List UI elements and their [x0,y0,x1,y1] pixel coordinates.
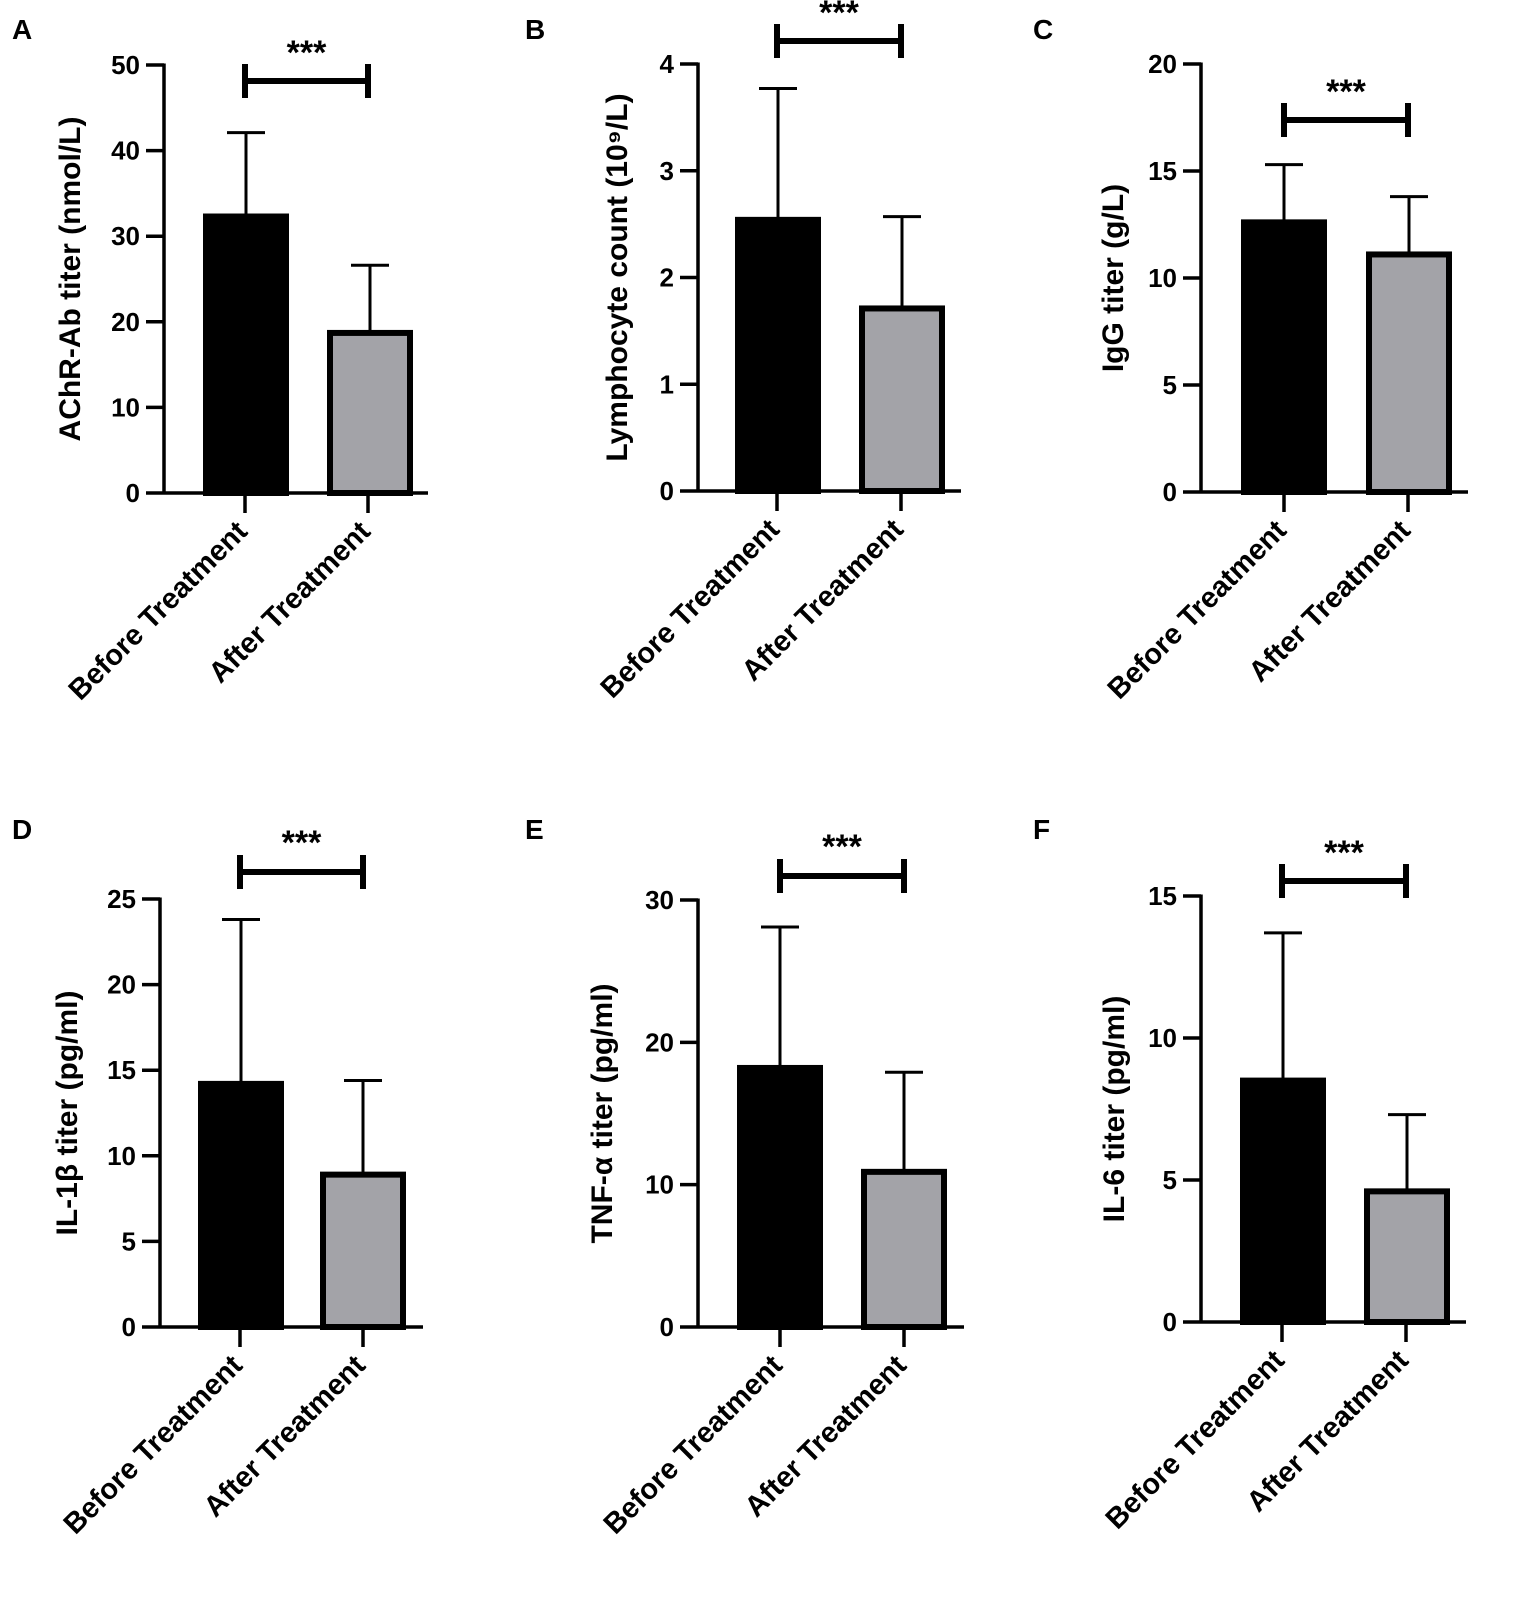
panel-letter: B [525,14,545,45]
y-axis-title: AChR-Ab titer (nmol/L) [54,117,87,442]
significance-label: *** [1324,834,1364,872]
y-tick-label: 2 [660,263,674,293]
y-tick-label: 30 [645,885,674,915]
bar-before-treatment [735,216,821,494]
panel-letter: D [12,814,32,845]
bar-after-treatment [320,1171,406,1330]
y-axis-title: IgG titer (g/L) [1097,184,1130,372]
bar-before-treatment [737,1064,823,1331]
significance-label: *** [287,34,327,72]
y-tick-label: 20 [645,1027,674,1057]
y-tick-label: 10 [111,392,140,422]
panel-letter: A [12,14,32,45]
y-tick-label: 25 [107,884,136,914]
y-axis-title: TNF-α titer (pg/ml) [586,983,619,1243]
bar-before-treatment [198,1080,284,1330]
y-axis-title: Lymphocyte count (10⁹/L) [601,93,634,461]
bar-before-treatment [203,213,289,496]
y-tick-label: 3 [660,156,674,186]
y-axis-title: IL-1β titer (pg/ml) [51,991,84,1236]
y-tick-label: 10 [645,1170,674,1200]
y-tick-label: 10 [1148,1023,1177,1053]
y-tick-label: 0 [1163,1307,1177,1337]
significance-label: *** [282,824,322,862]
y-tick-label: 15 [1148,881,1177,911]
y-tick-label: 5 [1163,1165,1177,1195]
y-tick-label: 30 [111,221,140,251]
y-tick-label: 40 [111,136,140,166]
y-tick-label: 20 [107,970,136,1000]
panel-letter: C [1033,14,1053,45]
bar-after-treatment [1366,251,1452,495]
y-tick-label: 0 [122,1312,136,1342]
y-tick-label: 0 [126,478,140,508]
y-tick-label: 1 [660,369,674,399]
panel-letter: E [525,814,544,845]
y-tick-label: 0 [660,476,674,506]
y-tick-label: 0 [660,1312,674,1342]
y-tick-label: 5 [1163,370,1177,400]
significance-label: *** [822,828,862,866]
bar-after-treatment [861,1168,947,1331]
y-tick-label: 15 [1148,156,1177,186]
y-tick-label: 20 [111,307,140,337]
y-tick-label: 20 [1148,49,1177,79]
y-tick-label: 0 [1163,477,1177,507]
significance-label: *** [1326,73,1366,111]
bar-after-treatment [859,305,945,494]
significance-label: *** [819,0,859,32]
bar-after-treatment [327,329,413,497]
bar-after-treatment [1364,1188,1450,1325]
y-tick-label: 10 [107,1141,136,1171]
panel-letter: F [1033,814,1050,845]
bar-before-treatment [1240,1077,1326,1325]
y-tick-label: 5 [122,1226,136,1256]
y-tick-label: 10 [1148,263,1177,293]
y-axis-title: IL-6 titer (pg/ml) [1098,996,1131,1223]
y-tick-label: 50 [111,50,140,80]
y-tick-label: 15 [107,1055,136,1085]
bar-before-treatment [1241,219,1327,496]
y-tick-label: 4 [660,49,675,79]
